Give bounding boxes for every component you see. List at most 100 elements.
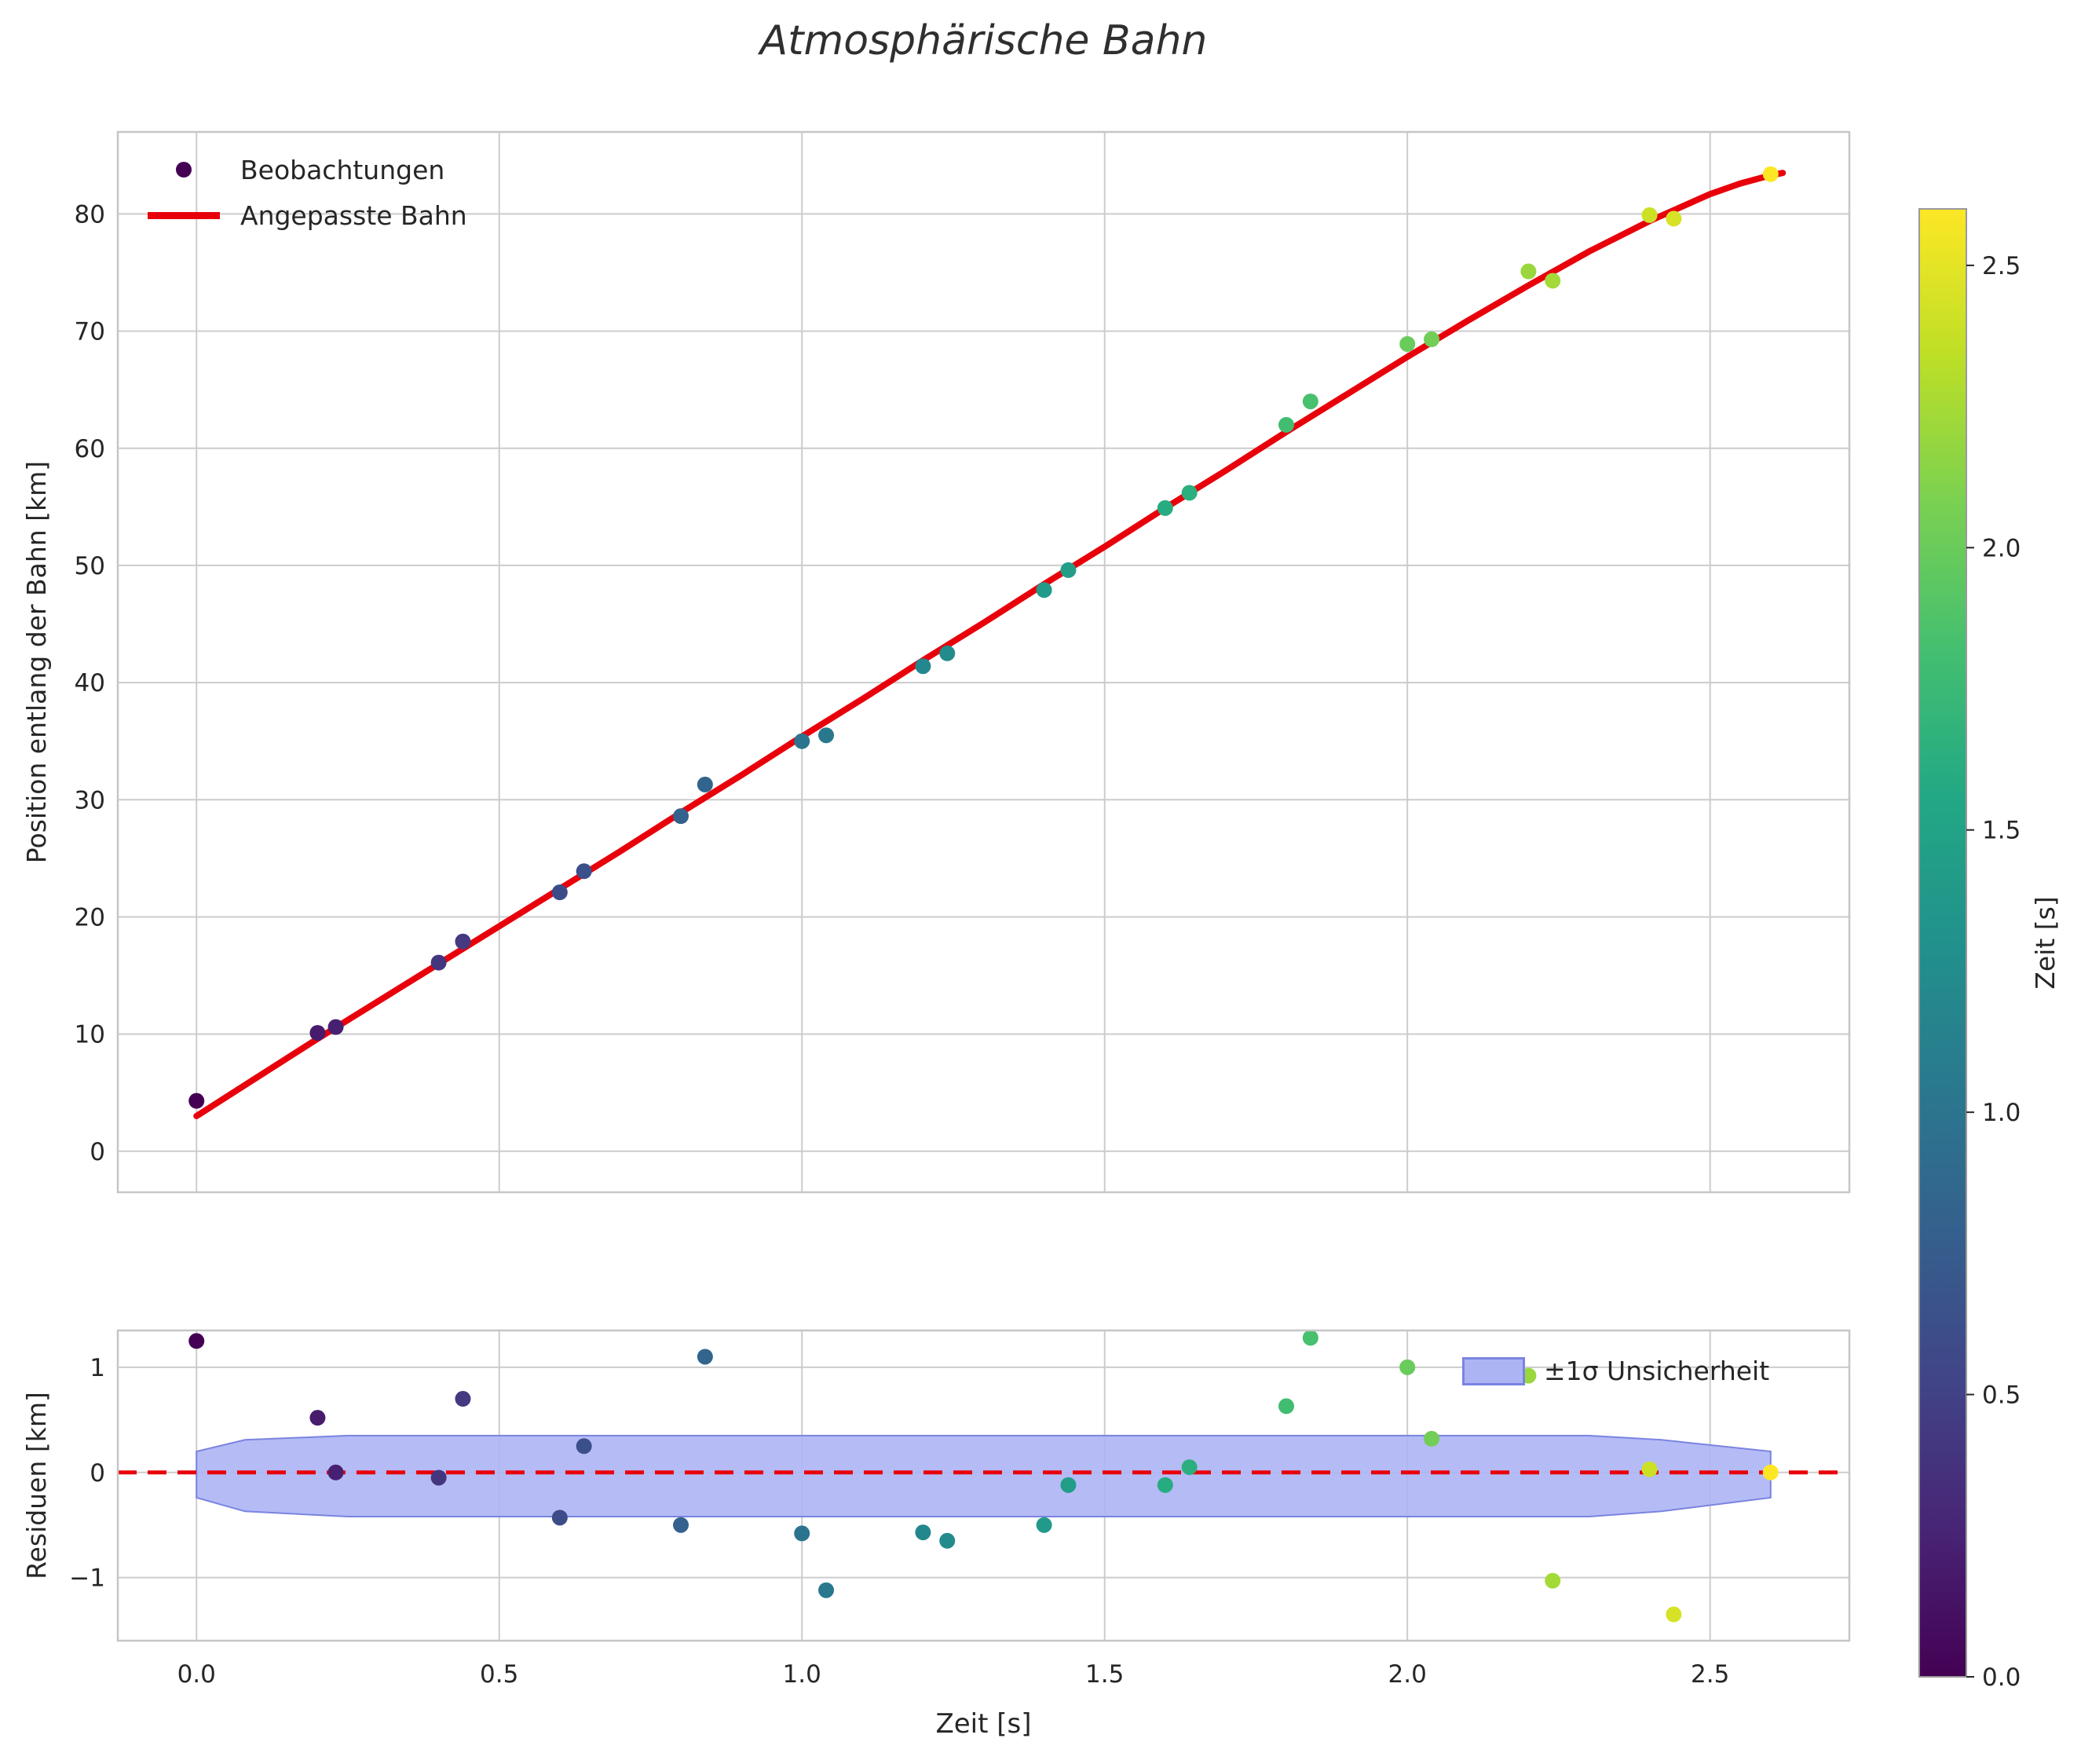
colorbar-tick-label: 1.0 bbox=[1982, 1099, 2021, 1127]
residual-point bbox=[576, 1438, 592, 1455]
residual-point bbox=[915, 1524, 931, 1541]
observation-point bbox=[1762, 166, 1779, 182]
residual-point bbox=[1424, 1430, 1440, 1447]
y-tick-label: 10 bbox=[75, 1021, 105, 1049]
residual-point bbox=[1157, 1477, 1173, 1493]
residual-point bbox=[1278, 1398, 1294, 1414]
observation-point bbox=[1157, 500, 1173, 516]
observation-point bbox=[309, 1025, 326, 1041]
y-tick-label: 50 bbox=[75, 552, 105, 580]
residual-plot: 1 0 −1 0.0 0.5 1.0 1.5 2.0 2.5 Residuen [km] Zeit … bbox=[21, 1329, 1851, 1740]
uncertainty-band bbox=[196, 1434, 1772, 1517]
observation-point bbox=[327, 1019, 344, 1035]
residual-plot-border bbox=[116, 1329, 1851, 1642]
observation-point bbox=[1302, 393, 1318, 410]
colorbar-tick-label: 2.5 bbox=[1982, 252, 2021, 280]
colorbar-label: Zeit [s] bbox=[2030, 896, 2061, 989]
observation-point bbox=[1278, 416, 1294, 433]
colorbar-tick-label: 2.0 bbox=[1982, 534, 2021, 562]
x-tick-label: 0.0 bbox=[177, 1660, 216, 1689]
colorbar: 0.0 0.5 1.0 1.5 2.0 2.5 Zeit [s] bbox=[1918, 208, 2061, 1692]
legend-entry-fit: Angepasste Bahn bbox=[148, 199, 467, 231]
legend-entry-observations: Beobachtungen bbox=[148, 154, 467, 185]
y-tick-label: −1 bbox=[69, 1565, 105, 1593]
observation-point bbox=[818, 727, 835, 744]
trajectory-plot-border bbox=[116, 130, 1851, 1194]
residual-point bbox=[939, 1532, 956, 1549]
colorbar-tick-label: 0.5 bbox=[1982, 1382, 2021, 1410]
colorbar-tick-label: 0.0 bbox=[1982, 1663, 2021, 1692]
residual-point bbox=[1399, 1359, 1416, 1375]
observation-point bbox=[1181, 485, 1198, 501]
residual-point bbox=[1762, 1464, 1779, 1480]
x-tick-label: 0.5 bbox=[480, 1660, 518, 1689]
legend-label-fit: Angepasste Bahn bbox=[240, 199, 467, 231]
residual-point bbox=[551, 1510, 568, 1526]
observation-point bbox=[551, 884, 568, 901]
residual-point bbox=[1060, 1477, 1077, 1493]
residual-point bbox=[455, 1391, 471, 1407]
residual-point bbox=[327, 1464, 344, 1480]
observation-point bbox=[673, 808, 689, 825]
x-tick-label: 1.5 bbox=[1085, 1660, 1124, 1689]
x-tick-label: 2.5 bbox=[1691, 1660, 1729, 1689]
legend-line-marker bbox=[148, 211, 220, 219]
colorbar-gradient bbox=[1918, 208, 1967, 1678]
observation-point bbox=[188, 1092, 205, 1109]
y-tick-label: 1 bbox=[90, 1354, 105, 1382]
legend-label-observations: Beobachtungen bbox=[240, 154, 445, 185]
observation-point bbox=[1545, 273, 1561, 289]
observation-point bbox=[915, 658, 931, 675]
residual-point bbox=[818, 1582, 835, 1598]
legend-label-band: ±1σ Unsicherheit bbox=[1544, 1356, 1770, 1386]
observation-point bbox=[455, 933, 471, 950]
residual-point bbox=[697, 1349, 713, 1365]
observation-point bbox=[576, 863, 592, 880]
residual-legend: ±1σ Unsicherheit bbox=[1462, 1356, 1769, 1386]
observation-point bbox=[1520, 263, 1537, 280]
residual-point bbox=[1181, 1459, 1198, 1476]
x-tick-label: 2.0 bbox=[1388, 1660, 1427, 1689]
fit-curve bbox=[193, 170, 1787, 1119]
residual-point bbox=[188, 1333, 205, 1349]
residual-point bbox=[673, 1517, 689, 1533]
x-tick-label: 1.0 bbox=[783, 1660, 821, 1689]
observation-point bbox=[1399, 336, 1416, 352]
y-tick-label: 0 bbox=[90, 1138, 105, 1166]
residual-point bbox=[309, 1410, 326, 1426]
residual-point bbox=[1302, 1330, 1318, 1346]
residual-point bbox=[1545, 1572, 1561, 1589]
observation-point bbox=[697, 776, 713, 792]
residual-point bbox=[430, 1469, 447, 1486]
residual-point bbox=[1666, 1606, 1682, 1623]
y-tick-label: 20 bbox=[75, 903, 105, 931]
observation-point bbox=[794, 733, 810, 749]
trajectory-plot: 0 10 20 30 40 50 60 70 80 Position entlang der Ba… bbox=[21, 130, 1851, 1194]
legend-band-marker bbox=[1462, 1356, 1525, 1385]
observation-point bbox=[430, 954, 447, 971]
observation-point bbox=[1036, 582, 1052, 598]
residual-point bbox=[1641, 1461, 1658, 1477]
chart-title: Atmosphärische Bahn bbox=[759, 17, 1208, 64]
colorbar-tick-label: 1.5 bbox=[1982, 817, 2021, 845]
residual-point bbox=[794, 1525, 810, 1542]
y-tick-label: 30 bbox=[75, 786, 105, 814]
y-tick-label: 60 bbox=[75, 435, 105, 463]
trajectory-ylabel: Position entlang der Bahn [km] bbox=[21, 461, 52, 863]
y-tick-label: 0 bbox=[90, 1459, 105, 1488]
observation-point bbox=[1060, 562, 1077, 578]
observation-point bbox=[1641, 207, 1658, 223]
y-tick-label: 40 bbox=[75, 669, 105, 697]
trajectory-legend: Beobachtungen Angepasste Bahn bbox=[148, 154, 467, 245]
residual-ylabel: Residuen [km] bbox=[21, 1392, 52, 1579]
y-tick-label: 70 bbox=[75, 318, 105, 346]
y-tick-label: 80 bbox=[75, 200, 105, 229]
observation-point bbox=[939, 645, 956, 661]
legend-dot-marker bbox=[176, 162, 192, 177]
residual-point bbox=[1036, 1517, 1052, 1533]
observation-point bbox=[1666, 210, 1682, 227]
observation-point bbox=[1424, 331, 1440, 348]
x-axis-label: Zeit [s] bbox=[935, 1708, 1031, 1740]
